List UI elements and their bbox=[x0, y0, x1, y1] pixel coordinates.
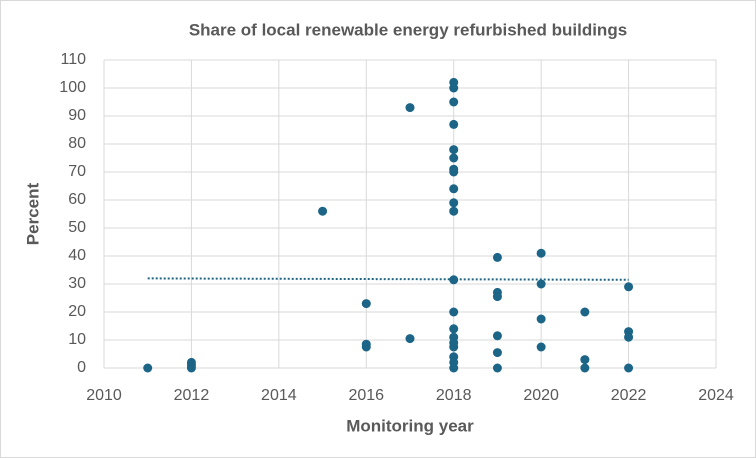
data-point bbox=[361, 342, 371, 352]
x-axis-label: Monitoring year bbox=[346, 416, 474, 435]
y-tick-label: 90 bbox=[68, 107, 86, 124]
data-point bbox=[624, 363, 634, 373]
x-tick-label: 2018 bbox=[436, 387, 472, 404]
y-tick-label: 50 bbox=[68, 219, 86, 236]
data-point bbox=[449, 119, 459, 129]
x-tick-label: 2022 bbox=[611, 387, 647, 404]
data-point bbox=[449, 198, 459, 208]
data-point bbox=[449, 145, 459, 155]
data-point bbox=[449, 363, 459, 373]
y-axis-label: Percent bbox=[23, 182, 42, 245]
data-point bbox=[449, 167, 459, 177]
data-point bbox=[536, 279, 546, 289]
data-point bbox=[492, 292, 502, 302]
y-tick-label: 100 bbox=[59, 79, 86, 96]
data-point bbox=[624, 332, 634, 342]
y-tick-label: 80 bbox=[68, 135, 86, 152]
y-tick-label: 0 bbox=[77, 359, 86, 376]
y-tick-label: 30 bbox=[68, 275, 86, 292]
data-point bbox=[318, 206, 328, 216]
data-point bbox=[449, 206, 459, 216]
x-tick-label: 2024 bbox=[698, 387, 734, 404]
data-point bbox=[449, 307, 459, 317]
data-point bbox=[536, 342, 546, 352]
chart-title: Share of local renewable energy refurbis… bbox=[189, 20, 627, 39]
trendline bbox=[147, 277, 629, 281]
data-point bbox=[536, 248, 546, 258]
data-point bbox=[449, 324, 459, 334]
data-point bbox=[624, 282, 634, 292]
y-tick-label: 70 bbox=[68, 163, 86, 180]
data-point bbox=[492, 331, 502, 341]
y-tick-label: 110 bbox=[60, 51, 86, 68]
data-point bbox=[580, 355, 590, 365]
y-tick-label: 10 bbox=[68, 331, 86, 348]
data-point bbox=[580, 363, 590, 373]
data-point bbox=[492, 348, 502, 358]
data-point bbox=[405, 103, 415, 113]
x-tick-label: 2016 bbox=[348, 387, 384, 404]
data-point bbox=[405, 334, 415, 344]
data-point bbox=[449, 275, 459, 285]
data-point bbox=[449, 97, 459, 107]
x-tick-label: 2014 bbox=[261, 387, 297, 404]
data-point bbox=[492, 252, 502, 262]
data-point bbox=[186, 363, 196, 373]
data-point bbox=[449, 342, 459, 352]
data-point bbox=[536, 314, 546, 324]
x-tick-label: 2012 bbox=[174, 387, 210, 404]
x-tick-label: 2020 bbox=[523, 387, 559, 404]
y-tick-label: 40 bbox=[68, 247, 86, 264]
data-point bbox=[580, 307, 590, 317]
data-point bbox=[449, 184, 459, 194]
data-point bbox=[361, 299, 371, 309]
x-tick-label: 2010 bbox=[86, 387, 122, 404]
data-point bbox=[492, 363, 502, 373]
data-point bbox=[449, 83, 459, 93]
data-point bbox=[449, 153, 459, 163]
data-point bbox=[143, 363, 153, 373]
y-tick-label: 20 bbox=[68, 303, 86, 320]
y-tick-label: 60 bbox=[68, 191, 86, 208]
